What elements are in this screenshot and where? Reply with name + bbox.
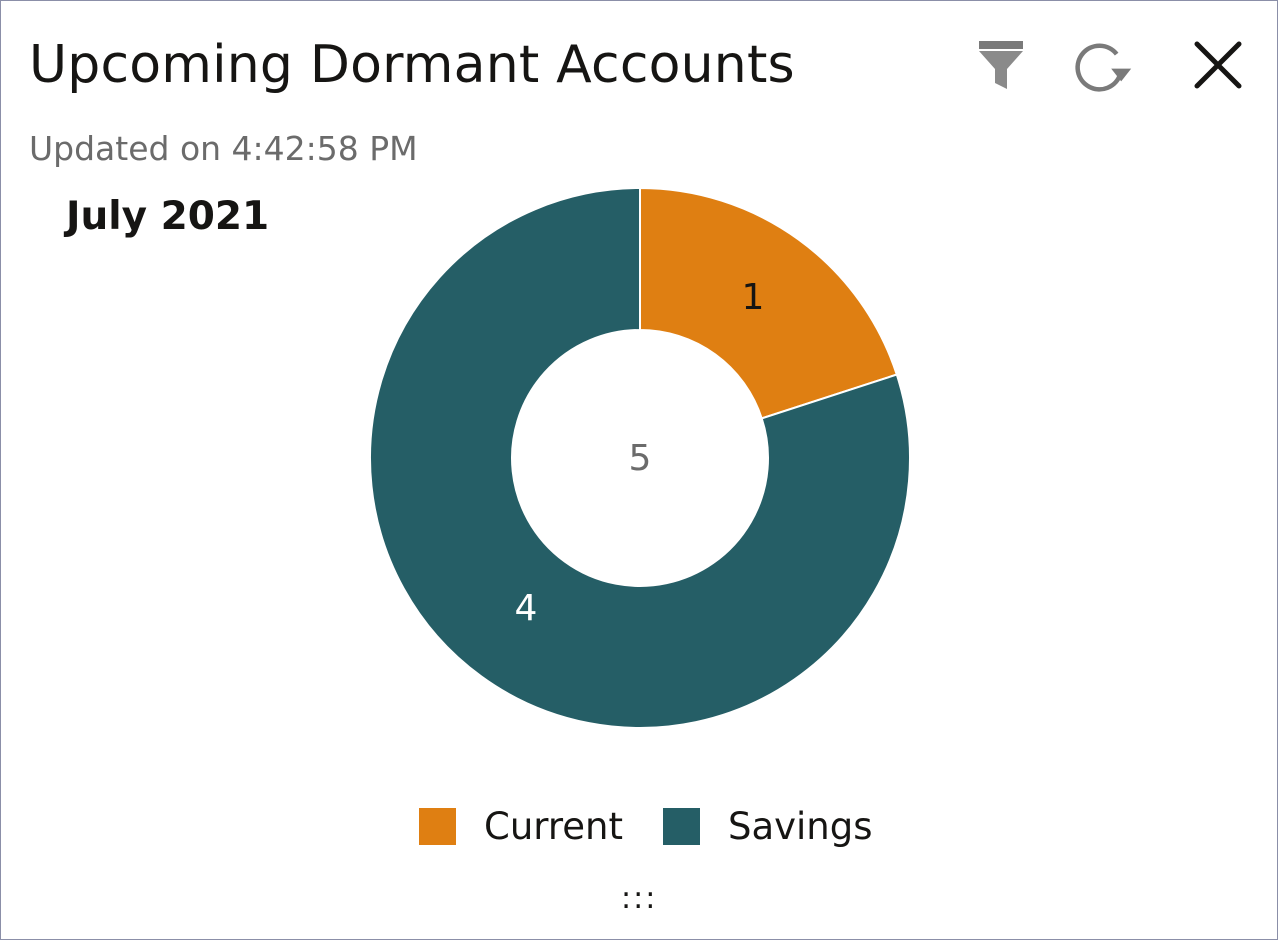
refresh-button[interactable] [1073,35,1133,95]
data-label-savings: 4 [515,588,538,629]
filter-button[interactable] [971,35,1031,95]
legend-label-savings: Savings [727,805,873,848]
widget-title: Upcoming Dormant Accounts [29,35,795,95]
close-icon [1194,41,1242,89]
legend-item-savings[interactable]: Savings [662,805,873,848]
donut-center-total: 5 [629,438,652,479]
close-button[interactable] [1188,35,1248,95]
donut-slice-savings[interactable] [369,186,911,729]
resize-handle[interactable]: ::: [621,881,658,916]
legend-swatch-current [419,808,456,845]
data-label-current: 1 [742,277,765,318]
chart-legend: Current Savings [419,805,913,848]
updated-timestamp: Updated on 4:42:58 PM [29,129,418,168]
refresh-icon [1075,43,1132,92]
period-label: July 2021 [66,194,270,239]
legend-item-current[interactable]: Current [419,805,623,848]
filter-icon [979,41,1023,89]
legend-label-current: Current [484,805,623,848]
donut-slice-current[interactable] [639,186,899,420]
donut-chart: 1 4 5 [369,186,911,729]
legend-swatch-savings [662,808,700,845]
